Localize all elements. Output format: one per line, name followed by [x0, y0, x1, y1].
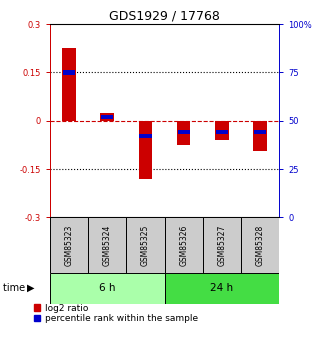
Text: GSM85325: GSM85325	[141, 224, 150, 266]
Bar	[63, 70, 75, 75]
Bar	[88, 217, 126, 273]
Bar	[254, 130, 266, 135]
Bar	[164, 217, 203, 273]
Bar	[100, 113, 114, 121]
Bar	[164, 273, 279, 304]
Text: 24 h: 24 h	[210, 283, 233, 293]
Legend: log2 ratio, percentile rank within the sample: log2 ratio, percentile rank within the s…	[34, 304, 198, 323]
Bar	[101, 115, 113, 119]
Text: ▶: ▶	[27, 283, 35, 293]
Bar	[215, 121, 229, 140]
Text: 6 h: 6 h	[99, 283, 115, 293]
Text: GSM85328: GSM85328	[256, 224, 265, 266]
Bar	[178, 130, 190, 135]
Bar	[254, 121, 267, 151]
Bar	[50, 217, 88, 273]
Bar	[139, 121, 152, 179]
Text: GSM85327: GSM85327	[217, 224, 226, 266]
Text: GSM85324: GSM85324	[103, 224, 112, 266]
Bar	[241, 217, 279, 273]
Bar	[177, 121, 190, 145]
Title: GDS1929 / 17768: GDS1929 / 17768	[109, 10, 220, 23]
Text: GSM85326: GSM85326	[179, 224, 188, 266]
Bar	[62, 48, 75, 121]
Bar	[126, 217, 164, 273]
Bar	[50, 273, 164, 304]
Bar	[139, 134, 152, 138]
Text: GSM85323: GSM85323	[65, 224, 74, 266]
Bar	[203, 217, 241, 273]
Text: time: time	[3, 283, 29, 293]
Bar	[216, 130, 228, 135]
